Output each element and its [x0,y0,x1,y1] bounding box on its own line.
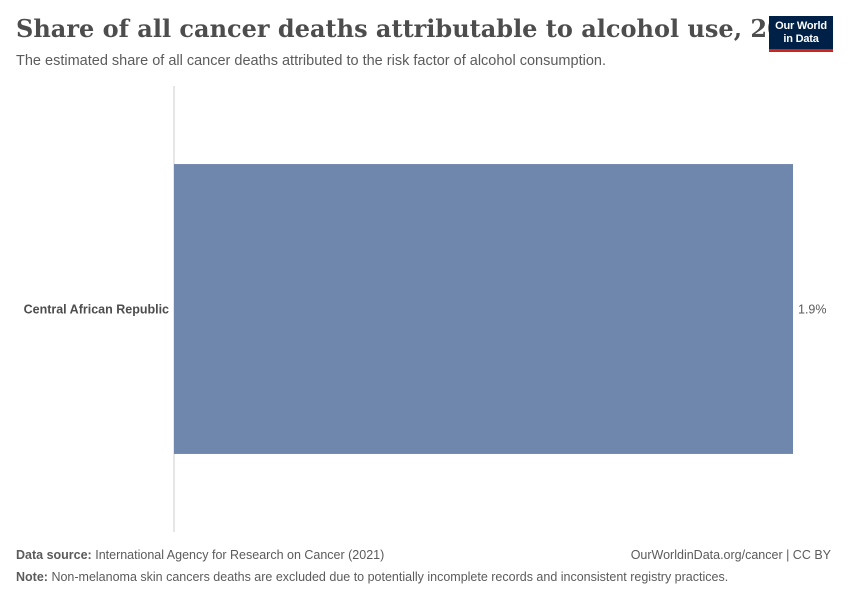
bar[interactable] [174,164,793,454]
data-source-text[interactable]: International Agency for Research on Can… [95,548,385,562]
data-source-label: Data source: [16,548,92,562]
note-label: Note: [16,570,48,584]
bar-chart: Central African Republic 1.9% [24,86,827,532]
logo-line-2: in Data [783,33,819,45]
value-label: 1.9% [798,303,827,317]
category-label: Central African Republic [24,303,169,317]
chart-title: Share of all cancer deaths attributable … [16,14,818,43]
logo-line-1: Our World [775,20,827,32]
owid-logo[interactable]: Our World in Data [769,16,833,52]
chart-subtitle: The estimated share of all cancer deaths… [16,53,606,69]
data-source: Data source: International Agency for Re… [16,548,831,562]
note-text: Non-melanoma skin cancers deaths are exc… [51,570,729,584]
chart-note: Note: Non-melanoma skin cancers deaths a… [16,570,831,584]
credit-link[interactable]: OurWorldinData.org/cancer | CC BY [630,548,831,562]
